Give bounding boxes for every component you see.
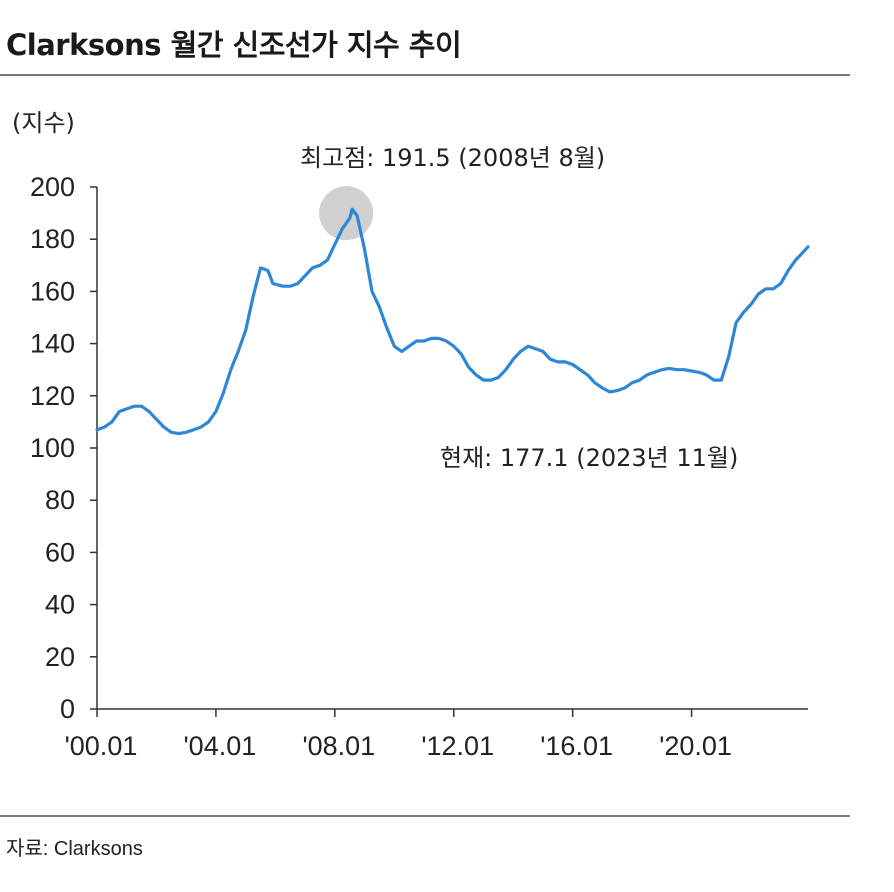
x-tick-label: '20.01 xyxy=(659,731,732,761)
x-axis-ticks: '00.01 '04.01 '08.01 '12.01 '16.01 '20.01 xyxy=(65,709,732,761)
x-tick-label: '00.01 xyxy=(65,731,138,761)
y-axis-unit-label: (지수) xyxy=(12,109,75,137)
x-tick-label: '08.01 xyxy=(302,731,375,761)
y-tick-label: 20 xyxy=(45,642,75,672)
y-tick-label: 200 xyxy=(30,172,75,202)
x-tick-label: '16.01 xyxy=(540,731,613,761)
y-tick-label: 120 xyxy=(30,381,75,411)
x-tick-label: '04.01 xyxy=(184,731,257,761)
y-axis-ticks: 0 20 40 60 80 100 120 140 160 180 200 xyxy=(30,172,97,724)
y-tick-label: 140 xyxy=(30,329,75,359)
x-tick-label: '12.01 xyxy=(421,731,494,761)
footer-divider xyxy=(0,815,850,817)
peak-highlight-circle xyxy=(319,186,374,241)
chart-title: Clarksons 월간 신조선가 지수 추이 xyxy=(6,28,462,62)
y-tick-label: 100 xyxy=(30,433,75,463)
current-annotation: 현재: 177.1 (2023년 11월) xyxy=(440,444,738,472)
peak-annotation: 최고점: 191.5 (2008년 8월) xyxy=(300,144,605,172)
y-tick-label: 180 xyxy=(30,224,75,254)
y-tick-label: 40 xyxy=(45,590,75,620)
title-divider xyxy=(0,74,850,76)
y-tick-label: 80 xyxy=(45,485,75,515)
y-tick-label: 0 xyxy=(60,694,75,724)
series-line xyxy=(95,207,810,436)
source-note: 자료: Clarksons xyxy=(6,838,143,860)
y-tick-label: 60 xyxy=(45,537,75,567)
y-tick-label: 160 xyxy=(30,276,75,306)
